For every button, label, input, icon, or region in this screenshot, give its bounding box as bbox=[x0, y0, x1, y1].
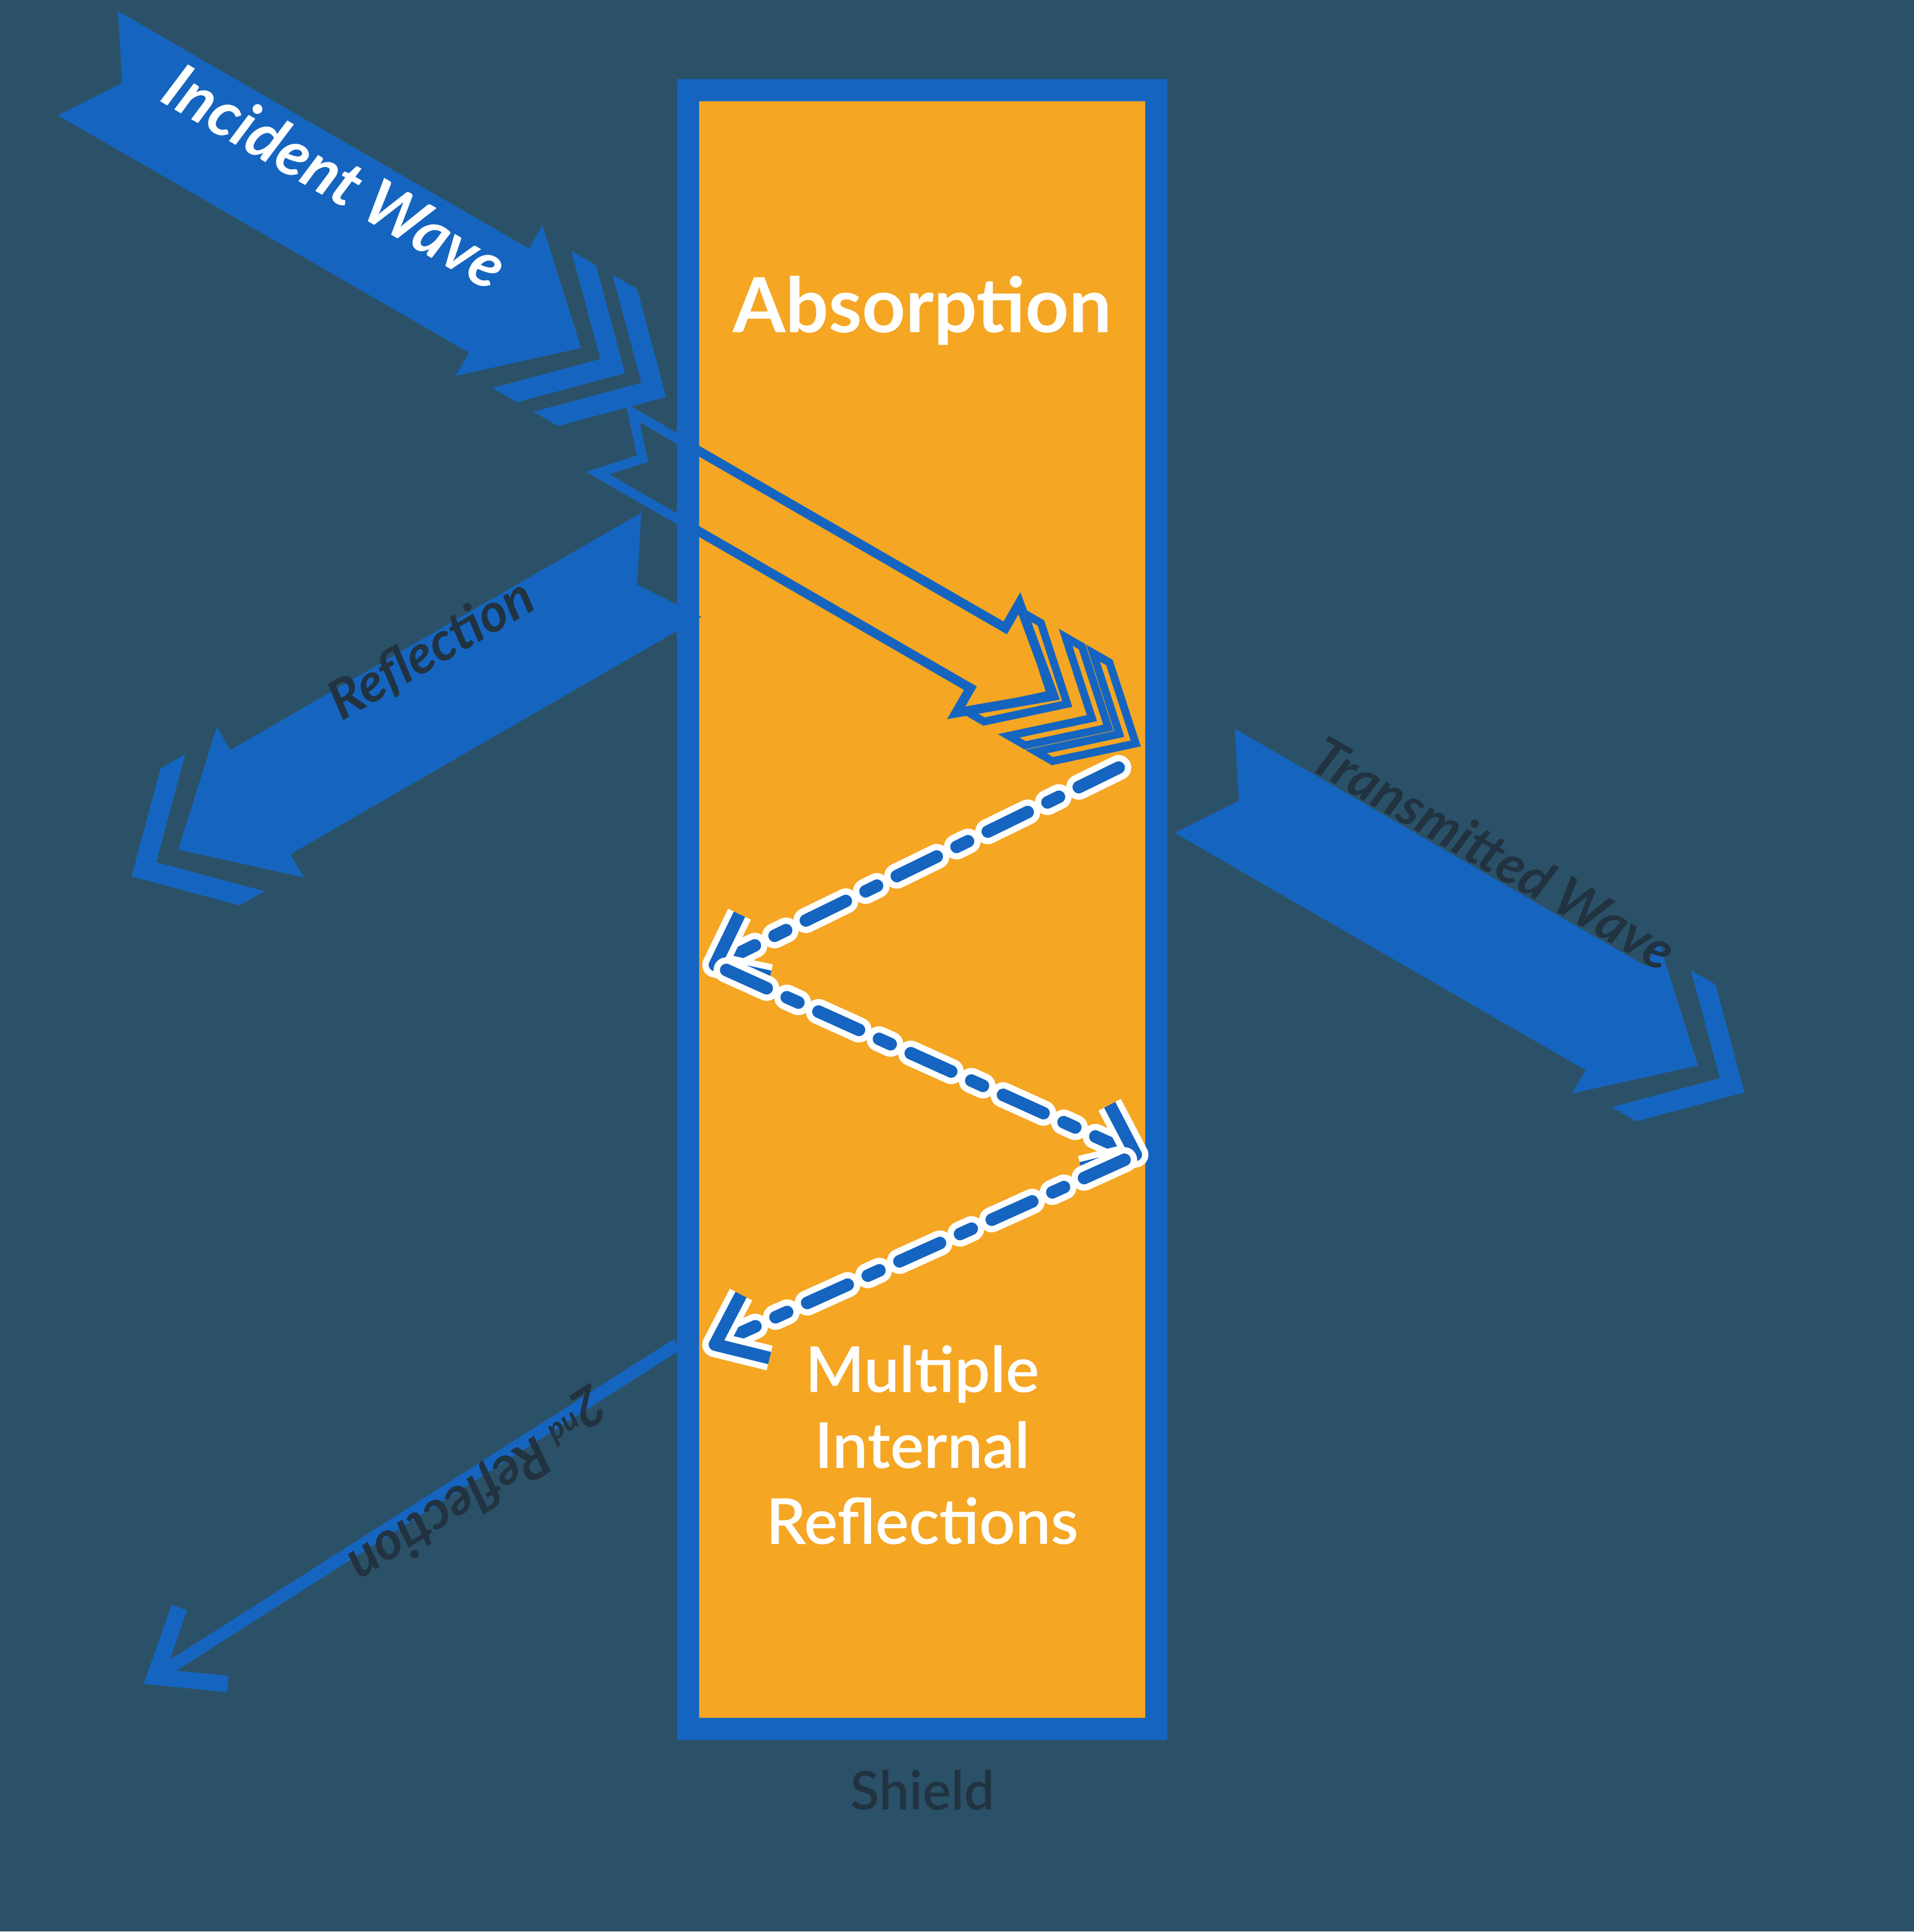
shield-caption: Shield bbox=[850, 1757, 994, 1821]
internal-reflections-label-1: Multiple bbox=[805, 1330, 1039, 1406]
emi-shielding-diagram: Absorption Multiple Internal Reflections… bbox=[0, 0, 1914, 1931]
absorption-label: Absorption bbox=[732, 257, 1112, 349]
internal-reflections-label-2: Internal bbox=[814, 1406, 1030, 1482]
internal-reflections-label-3: Reflections bbox=[766, 1482, 1078, 1558]
